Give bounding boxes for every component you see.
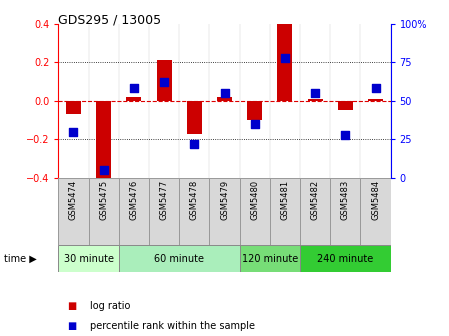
Text: GSM5483: GSM5483	[341, 180, 350, 220]
Bar	[58, 178, 88, 245]
Point	[312, 90, 319, 96]
Text: GSM5482: GSM5482	[311, 180, 320, 220]
Text: GDS295 / 13005: GDS295 / 13005	[58, 13, 162, 27]
Text: time ▶: time ▶	[4, 254, 37, 264]
Bar	[361, 178, 391, 245]
Bar	[300, 178, 330, 245]
Point	[282, 55, 289, 60]
Point	[251, 121, 258, 127]
Point	[221, 90, 228, 96]
Text: percentile rank within the sample: percentile rank within the sample	[90, 321, 255, 331]
Bar	[300, 245, 391, 272]
Point	[70, 129, 77, 134]
Bar	[330, 178, 361, 245]
Text: GSM5481: GSM5481	[281, 180, 290, 220]
Bar	[149, 178, 179, 245]
Bar	[58, 245, 119, 272]
Point	[160, 80, 167, 85]
Bar	[240, 178, 270, 245]
Text: ■: ■	[67, 321, 77, 331]
Bar	[247, 101, 262, 120]
Bar	[187, 101, 202, 134]
Point	[191, 141, 198, 147]
Bar	[308, 99, 323, 101]
Text: GSM5474: GSM5474	[69, 180, 78, 220]
Text: GSM5477: GSM5477	[159, 180, 168, 220]
Bar	[96, 101, 111, 180]
Bar	[119, 245, 240, 272]
Text: 30 minute: 30 minute	[64, 254, 114, 264]
Point	[342, 132, 349, 137]
Bar	[270, 178, 300, 245]
Bar	[277, 24, 292, 101]
Text: ■: ■	[67, 301, 77, 311]
Text: GSM5484: GSM5484	[371, 180, 380, 220]
Point	[130, 86, 137, 91]
Text: 240 minute: 240 minute	[317, 254, 374, 264]
Text: log ratio: log ratio	[90, 301, 130, 311]
Bar	[179, 178, 209, 245]
Bar	[209, 178, 240, 245]
Point	[100, 168, 107, 173]
Bar	[88, 178, 119, 245]
Text: GSM5479: GSM5479	[220, 180, 229, 220]
Bar	[119, 178, 149, 245]
Bar	[217, 97, 232, 101]
Text: GSM5478: GSM5478	[190, 180, 199, 220]
Bar	[240, 245, 300, 272]
Bar	[157, 60, 172, 101]
Bar	[368, 99, 383, 101]
Point	[372, 86, 379, 91]
Text: GSM5475: GSM5475	[99, 180, 108, 220]
Text: GSM5476: GSM5476	[129, 180, 138, 220]
Bar	[338, 101, 353, 111]
Text: 120 minute: 120 minute	[242, 254, 298, 264]
Bar	[126, 97, 141, 101]
Text: 60 minute: 60 minute	[154, 254, 204, 264]
Bar	[66, 101, 81, 114]
Text: GSM5480: GSM5480	[250, 180, 259, 220]
